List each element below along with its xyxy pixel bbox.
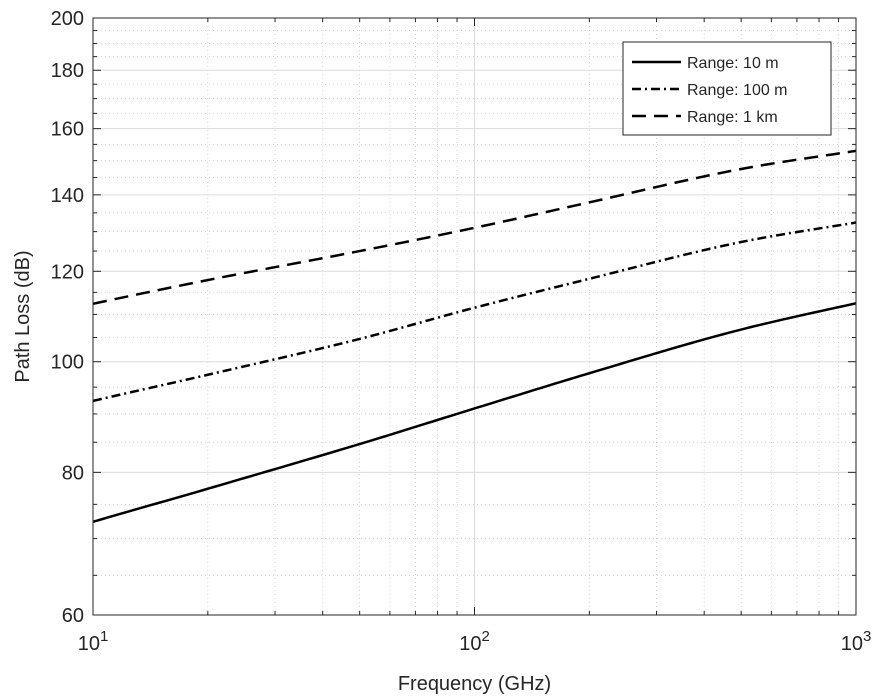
x-tick-label: 101 [78, 628, 109, 655]
y-tick-labels: 60 80 100 120 140 160 180 200 [51, 8, 84, 627]
y-tick-label: 140 [51, 185, 84, 207]
x-tick-label: 103 [841, 628, 872, 655]
x-tick-label-base: 10 [78, 633, 100, 655]
series-line [92, 302, 857, 524]
legend-entry-label: Range: 10 m [687, 55, 779, 72]
y-tick-label: 60 [62, 605, 84, 627]
x-axis-label: Frequency (GHz) [398, 673, 551, 695]
legend: Range: 10 m Range: 100 m Range: 1 km [622, 41, 832, 136]
x-tick-label-exponent: 3 [863, 628, 871, 645]
x-tick-label-exponent: 2 [481, 628, 489, 645]
y-tick-label: 80 [62, 462, 84, 484]
x-tick-label-exponent: 1 [100, 628, 108, 645]
y-tick-label: 120 [51, 261, 84, 283]
y-tick-label: 180 [51, 60, 84, 82]
y-tick-label: 160 [51, 119, 84, 141]
series-line [92, 149, 857, 305]
legend-entry-label: Range: 100 m [687, 82, 788, 99]
series-layer [92, 149, 857, 524]
x-tick-label: 102 [459, 628, 490, 655]
y-tick-label: 200 [51, 8, 84, 30]
legend-entry-label: Range: 1 km [687, 109, 778, 126]
y-axis-label: Path Loss (dB) [12, 250, 34, 382]
x-tick-labels: 101 102 103 [78, 628, 872, 655]
tick-marks [92, 17, 857, 616]
y-tick-label: 100 [51, 352, 84, 374]
series-line [92, 221, 857, 403]
x-tick-label-base: 10 [841, 633, 863, 655]
x-tick-label-base: 10 [459, 633, 481, 655]
